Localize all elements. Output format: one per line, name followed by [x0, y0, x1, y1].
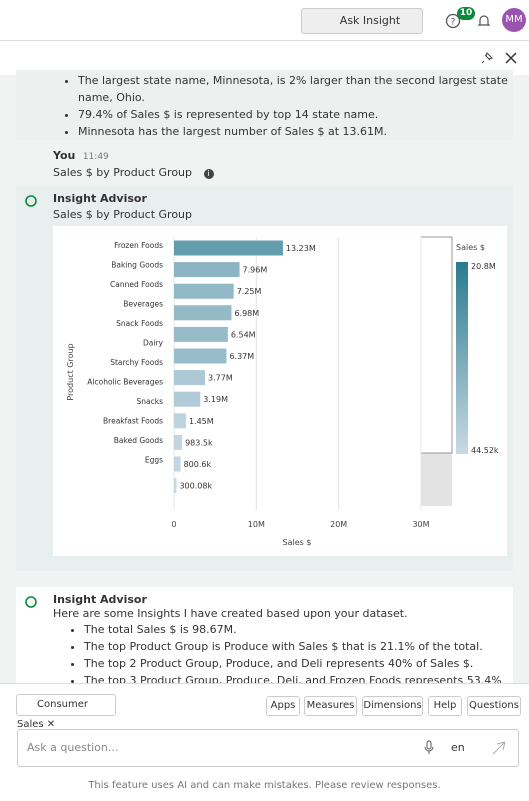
data-label: 6.54M [231, 330, 256, 339]
data-label: 1.45M [189, 417, 214, 426]
bar [174, 478, 177, 494]
bottom-area: Consumer Sales ✕ Apps Measures Dimension… [0, 683, 529, 801]
legend-title: Sales $ [456, 243, 485, 252]
mic-icon[interactable] [423, 740, 435, 756]
data-label: 6.37M [229, 352, 254, 361]
assistant-icon [25, 195, 37, 207]
data-label: 13.23M [286, 244, 316, 253]
bar [174, 391, 201, 407]
x-tick-label: 0 [171, 520, 176, 529]
bullet: The largest state name, Minnesota, is 2%… [78, 72, 513, 106]
bullet: 79.4% of Sales $ is represented by top 1… [78, 106, 513, 123]
bar [174, 413, 186, 429]
close-icon[interactable] [505, 52, 517, 64]
y-tick-label: Dairy [143, 339, 164, 348]
message-text: Sales $ by Product Group [53, 208, 193, 221]
data-label: 800.6k [184, 460, 212, 469]
bar [174, 348, 227, 364]
y-tick-label: Frozen Foods [114, 241, 163, 250]
user-message: You 11:49 Sales $ by Product Group i [53, 149, 214, 179]
x-tick-label: 10M [248, 520, 265, 529]
y-tick-label: Starchy Foods [110, 358, 163, 367]
chip-label: Consumer Sales [17, 699, 88, 730]
legend-max: 20.8M [471, 262, 496, 271]
bullet: Minnesota has the largest number of Sale… [78, 123, 513, 140]
bar [174, 305, 232, 321]
send-button[interactable] [488, 737, 510, 759]
message-text: Sales $ by Product Group [53, 166, 193, 179]
navigator-shade [421, 453, 452, 506]
top-bar: Ask Insight Advisor ? 10 MM [0, 0, 529, 52]
placeholder: Ask a question... [27, 741, 119, 754]
toolbar-button[interactable]: Help [428, 696, 462, 716]
y-tick-label: Canned Foods [110, 280, 163, 289]
bar [174, 456, 181, 472]
chart-background [53, 226, 507, 556]
bullet: The top 2 Product Group, Produce, and De… [84, 655, 513, 672]
data-label: 3.19M [203, 395, 228, 404]
info-icon[interactable]: i [203, 169, 214, 179]
toolbar-button[interactable]: Apps [266, 696, 300, 716]
bell-icon[interactable] [476, 12, 492, 30]
y-tick-label: Baking Goods [111, 261, 163, 270]
previous-message: The largest state name, Minnesota, is 2%… [16, 70, 513, 140]
author: Insight Advisor [53, 192, 147, 205]
x-axis-title: Sales $ [283, 538, 312, 547]
language[interactable]: en [451, 741, 465, 754]
author: Insight Advisor [53, 593, 147, 606]
bar [174, 283, 234, 299]
y-tick-label: Alcoholic Beverages [87, 378, 163, 387]
pin-icon[interactable] [480, 51, 494, 65]
data-label: 6.98M [234, 309, 259, 318]
avatar[interactable]: MM [502, 8, 526, 32]
help-icon[interactable]: ? [444, 12, 462, 30]
y-tick-label: Breakfast Foods [103, 417, 163, 426]
bar [174, 326, 228, 342]
question-input[interactable]: Ask a question... en [17, 729, 519, 767]
bullet: The top Product Group is Produce with Sa… [84, 638, 513, 655]
data-label: 3.77M [208, 374, 233, 383]
y-tick-label: Snacks [137, 397, 164, 406]
x-tick-label: 20M [330, 520, 347, 529]
data-label: 983.5k [185, 438, 213, 447]
time: 11:49 [82, 152, 109, 162]
data-label: 7.25M [237, 287, 262, 296]
insights-message: Insight Advisor Here are some Insights I… [16, 587, 513, 704]
panel-header [0, 41, 529, 75]
bar [174, 434, 183, 450]
x-tick-label: 30M [412, 520, 429, 529]
y-tick-label: Beverages [123, 300, 163, 309]
notification-badge: 10 [457, 7, 475, 20]
bar [174, 370, 206, 386]
bullet: The total Sales $ is 98.67M. [84, 621, 513, 638]
ask-insight-button[interactable]: Ask Insight Advisor [301, 8, 423, 52]
legend-min: 44.52k [471, 446, 499, 455]
intro: Here are some Insights I have created ba… [53, 607, 408, 620]
y-tick-label: Eggs [145, 456, 163, 465]
svg-text:?: ? [451, 18, 456, 28]
y-tick-label: Snack Foods [116, 319, 163, 328]
author: You [53, 149, 76, 162]
chart: Sales $ Product Group Sales $ 0 10M 20M 30M… [53, 226, 507, 556]
app-chip[interactable]: Consumer Sales ✕ [16, 694, 116, 730]
data-label: 300.08k [179, 482, 212, 491]
toolbar-button[interactable]: Dimensions [362, 696, 423, 716]
assistant-icon [25, 596, 37, 608]
y-axis-title: Product Group [66, 343, 75, 400]
toolbar-button[interactable]: Questions [467, 696, 521, 716]
data-label: 7.96M [243, 266, 268, 275]
bar [174, 240, 283, 256]
bar [174, 262, 240, 278]
y-tick-label: Baked Goods [114, 436, 163, 445]
legend-gradient [456, 262, 468, 454]
toolbar-button[interactable]: Measures [304, 696, 357, 716]
disclaimer: This feature uses AI and can make mistak… [88, 780, 441, 791]
